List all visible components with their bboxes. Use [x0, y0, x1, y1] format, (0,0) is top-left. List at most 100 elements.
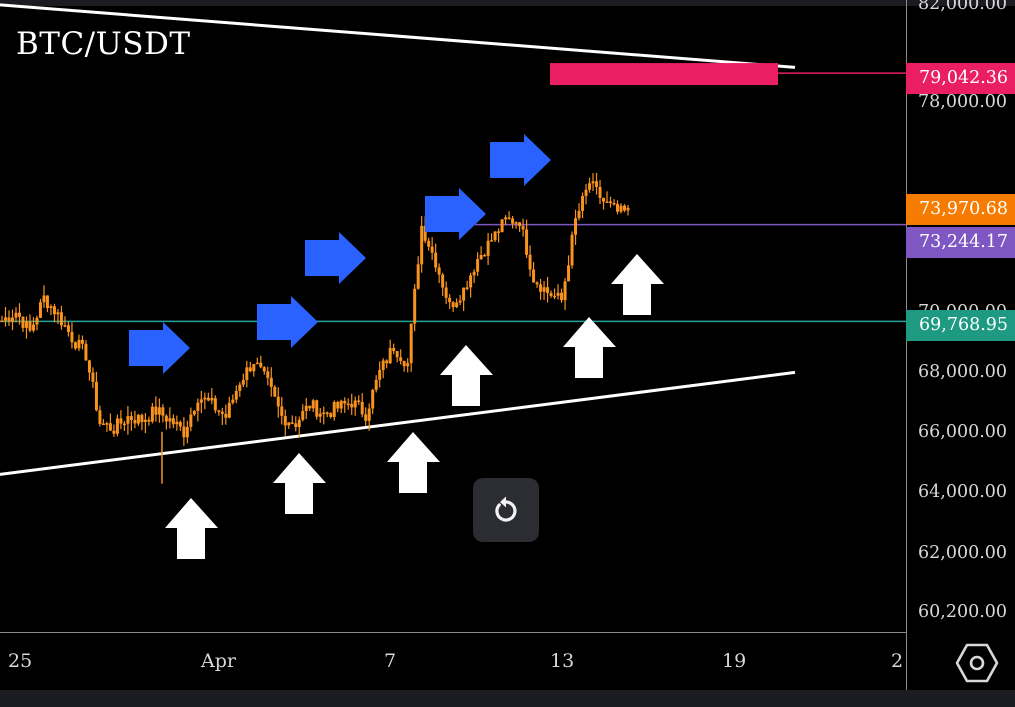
- up-arrow-icon: [165, 498, 218, 559]
- candle-body: [206, 397, 210, 401]
- candle-body: [94, 381, 98, 411]
- candle-body: [514, 222, 518, 224]
- candle-body: [430, 246, 434, 253]
- y-tick-label: 60,200.00: [918, 602, 1008, 622]
- candle-body: [535, 282, 539, 285]
- up-arrow-icon: [611, 254, 664, 315]
- candle-body: [399, 357, 403, 362]
- y-tick-label: 66,000.00: [918, 422, 1008, 442]
- candle-body: [455, 302, 459, 308]
- candle-body: [273, 386, 277, 397]
- candle-body: [367, 408, 371, 421]
- candle-body: [542, 287, 546, 292]
- candle-body: [525, 229, 529, 255]
- candle-body: [38, 302, 42, 318]
- y-tick-label: 64,000.00: [918, 482, 1008, 502]
- candle-body: [483, 255, 487, 257]
- candle-body: [122, 423, 126, 426]
- candle-body: [556, 292, 560, 296]
- candle-body: [486, 240, 490, 256]
- up-arrow-icon: [273, 453, 326, 514]
- candle-body: [511, 218, 515, 224]
- candle-body: [325, 412, 329, 415]
- price-chart[interactable]: [0, 0, 906, 632]
- candle-body: [448, 297, 452, 303]
- candle-body: [129, 416, 133, 421]
- candle-body: [301, 411, 305, 420]
- y-tick-label: 68,000.00: [918, 362, 1008, 382]
- candle-body: [80, 339, 84, 344]
- candle-body: [287, 422, 291, 426]
- candle-body: [283, 415, 287, 426]
- candle-body: [479, 255, 483, 260]
- right-arrow-icon: [129, 322, 190, 374]
- candle-body: [329, 413, 333, 417]
- candle-body: [87, 360, 91, 373]
- candle-body: [147, 419, 151, 422]
- candle-body: [570, 234, 574, 266]
- candle-body: [280, 406, 284, 416]
- price-axis-divider: [906, 0, 907, 690]
- candle-body: [567, 265, 571, 282]
- x-tick-label: 25: [8, 650, 33, 672]
- candle-body: [612, 203, 616, 205]
- candle-body: [73, 342, 77, 349]
- candle-body: [504, 217, 508, 220]
- candle-body: [395, 351, 399, 358]
- candle-body: [157, 407, 161, 415]
- chart-settings-button[interactable]: [952, 640, 1002, 686]
- candle-body: [52, 306, 56, 315]
- candle-body: [168, 418, 172, 422]
- candle-body: [91, 372, 95, 382]
- candle-body: [35, 317, 39, 325]
- candle-body: [577, 210, 581, 219]
- channel-lower-line: [0, 370, 796, 476]
- candle-body: [224, 413, 228, 418]
- candle-body: [77, 339, 81, 349]
- candle-body: [241, 379, 245, 385]
- candle-body: [0, 320, 4, 323]
- candle-body: [245, 367, 249, 380]
- candle-body: [371, 389, 375, 409]
- candle-body: [465, 287, 469, 289]
- candle-body: [584, 189, 588, 197]
- candle-body: [108, 423, 112, 431]
- candle-body: [101, 423, 105, 426]
- candle-body: [350, 403, 354, 408]
- reset-chart-button[interactable]: [473, 478, 539, 542]
- candle-body: [392, 347, 396, 352]
- candle-body: [210, 398, 214, 401]
- candle-body: [164, 415, 168, 422]
- candle-body: [598, 186, 602, 198]
- candle-body: [276, 396, 280, 407]
- x-tick-label: 2: [891, 650, 904, 672]
- candle-body: [476, 259, 480, 272]
- candle-body: [192, 410, 196, 415]
- candle-body: [252, 364, 256, 372]
- candle-body: [140, 414, 144, 422]
- candle-body: [220, 411, 224, 414]
- candle-body: [84, 343, 88, 361]
- candle-body: [409, 323, 413, 364]
- candle-body: [427, 240, 431, 247]
- x-tick-label: Apr: [201, 650, 236, 672]
- candle-body: [423, 225, 427, 241]
- candle-body: [451, 302, 455, 308]
- candle-body: [549, 292, 553, 296]
- candle-body: [70, 332, 74, 343]
- candle-body: [14, 312, 18, 318]
- candle-body: [469, 275, 473, 288]
- last-price-badge: 73,970.68: [906, 194, 1015, 225]
- candle-body: [266, 371, 270, 378]
- x-tick-label: 13: [550, 650, 575, 672]
- candle-body: [112, 430, 116, 434]
- up-arrow-icon: [440, 345, 493, 406]
- candle-body: [182, 426, 186, 438]
- candle-body: [24, 321, 28, 328]
- candle-body: [21, 316, 25, 328]
- candle-body: [227, 402, 231, 418]
- candle-body: [238, 384, 242, 391]
- candle-body: [497, 231, 501, 233]
- candle-body: [171, 418, 175, 425]
- candle-body: [304, 405, 308, 412]
